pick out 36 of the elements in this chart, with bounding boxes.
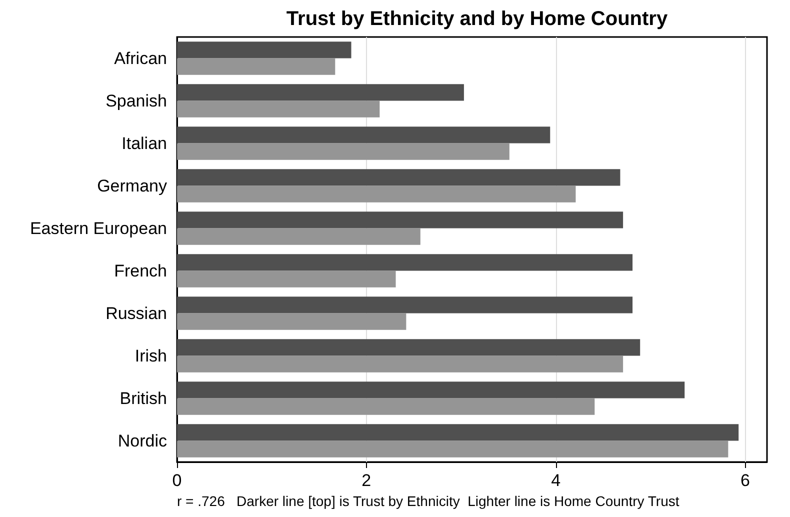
- chart-title: Trust by Ethnicity and by Home Country: [286, 8, 668, 30]
- y-tick-label: French: [114, 261, 167, 280]
- y-tick-label: Nordic: [118, 431, 168, 450]
- bar: [177, 143, 510, 160]
- bar: [177, 398, 595, 415]
- text: r = .726 Darker line [top] is Trust by Ethnicity Lighter line is Home Country Trust: [177, 493, 680, 509]
- x-tick-label: 2: [362, 471, 372, 490]
- bar: [177, 169, 620, 186]
- bar: [177, 296, 633, 314]
- bar: [177, 382, 685, 398]
- bar: [177, 84, 464, 101]
- bar: [177, 100, 380, 118]
- y-tick-label: Eastern European: [30, 218, 167, 238]
- bar: [177, 228, 420, 245]
- bar: [177, 42, 352, 58]
- bar: [177, 339, 640, 356]
- bar: [177, 313, 406, 330]
- x-tick-label: 6: [740, 471, 750, 490]
- y-tick-label: Italian: [122, 134, 167, 153]
- bar: [177, 270, 396, 288]
- bar: [177, 58, 336, 75]
- bar: [177, 212, 624, 228]
- bar: [177, 424, 739, 441]
- bar: [177, 186, 576, 202]
- bar: [177, 356, 624, 372]
- y-tick-label: Russian: [106, 304, 167, 323]
- bar: [177, 440, 728, 458]
- y-tick-label: Irish: [134, 346, 167, 366]
- y-tick-label: Germany: [97, 176, 168, 196]
- x-tick-label: 0: [172, 471, 182, 490]
- bar: [177, 254, 633, 271]
- x-tick-label: 4: [551, 471, 561, 490]
- bar: [177, 126, 550, 144]
- y-tick-label: African: [114, 48, 167, 68]
- y-tick-label: British: [120, 388, 167, 408]
- y-tick-label: Spanish: [106, 91, 167, 110]
